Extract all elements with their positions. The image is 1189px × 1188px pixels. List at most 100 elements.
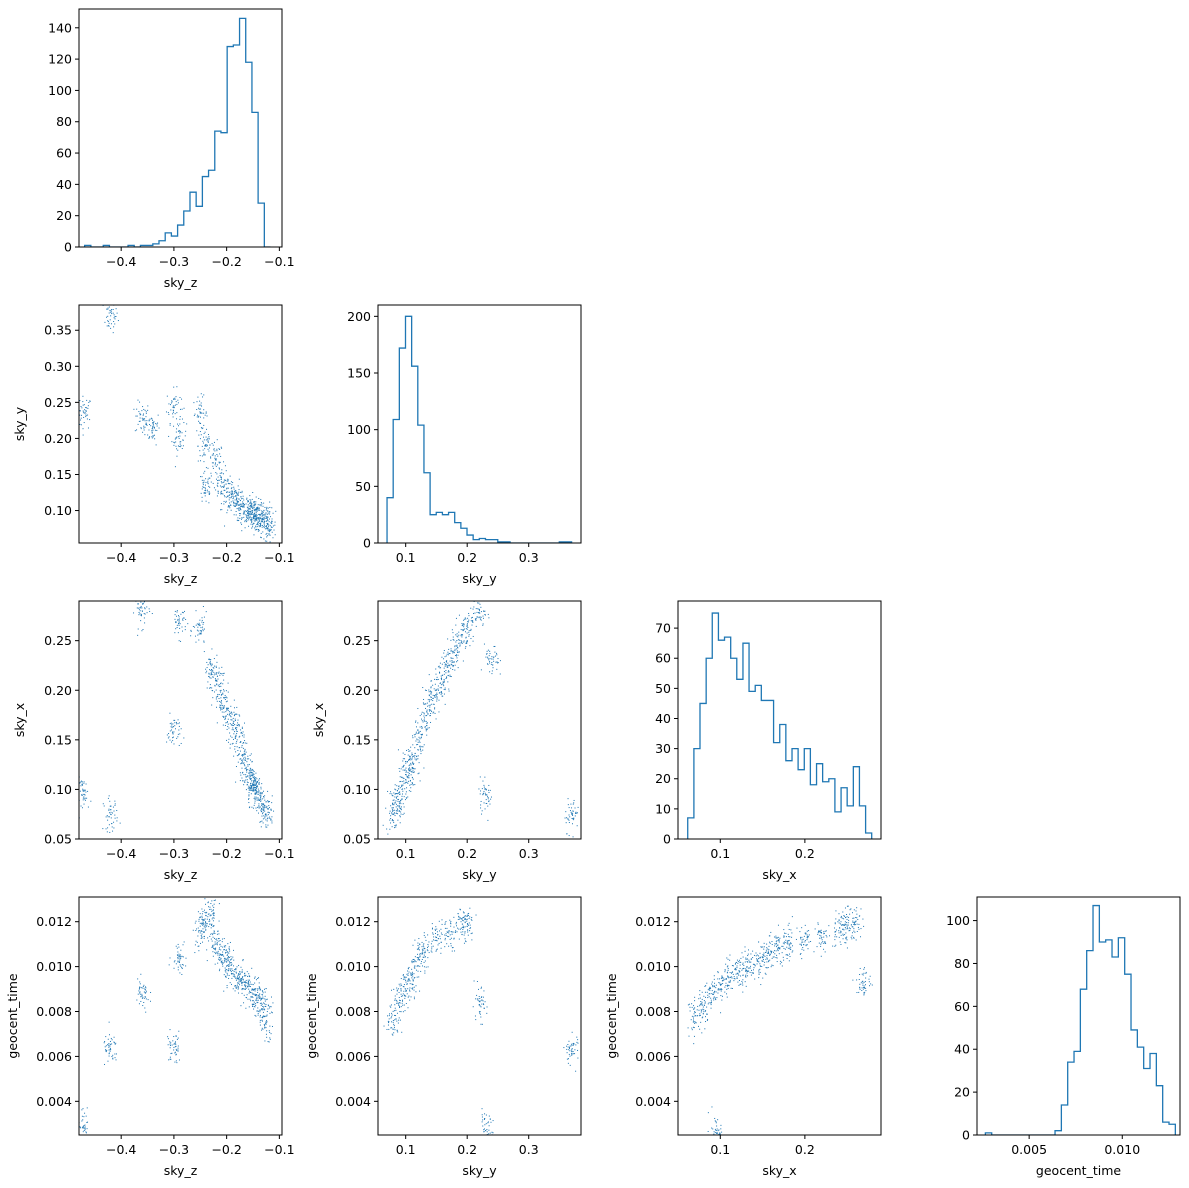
scatter-point xyxy=(204,470,206,472)
scatter-point xyxy=(260,998,262,1000)
y-tick-label: 60 xyxy=(56,146,72,161)
scatter-point xyxy=(493,646,495,648)
scatter-point xyxy=(207,482,209,484)
scatter-point xyxy=(762,977,764,979)
scatter-point xyxy=(426,702,428,704)
scatter-point xyxy=(244,753,246,755)
scatter-point xyxy=(201,917,203,919)
scatter-point xyxy=(229,747,231,749)
scatter-point xyxy=(569,1064,571,1066)
scatter-point xyxy=(240,1005,242,1007)
scatter-point xyxy=(106,308,108,310)
scatter-point xyxy=(472,1006,474,1008)
scatter-point xyxy=(156,429,158,431)
scatter-point xyxy=(261,513,263,515)
scatter-point xyxy=(484,1146,485,1147)
scatter-point xyxy=(235,492,237,494)
scatter-point xyxy=(463,641,465,643)
scatter-point xyxy=(226,487,228,489)
scatter-point xyxy=(418,731,420,733)
scatter-point xyxy=(201,915,203,917)
scatter-point xyxy=(144,434,146,436)
scatter-point xyxy=(250,780,252,782)
scatter-point xyxy=(423,703,425,705)
y-tick-label: 40 xyxy=(655,711,671,726)
scatter-point xyxy=(439,682,441,684)
scatter-point xyxy=(267,790,269,792)
scatter-point xyxy=(745,976,747,978)
scatter-point xyxy=(233,738,235,740)
scatter-point xyxy=(468,612,470,614)
scatter-point xyxy=(253,509,255,511)
scatter-point xyxy=(408,780,410,782)
scatter-point xyxy=(211,946,213,948)
scatter-point xyxy=(108,816,110,818)
scatter-point xyxy=(232,721,234,723)
scatter-point xyxy=(573,799,575,801)
scatter-point xyxy=(440,684,442,686)
scatter-point xyxy=(251,512,253,514)
scatter-point xyxy=(85,416,87,418)
scatter-point xyxy=(430,943,432,945)
scatter-point xyxy=(461,623,463,625)
scatter-point xyxy=(245,758,247,760)
scatter-point xyxy=(256,782,258,784)
scatter-point xyxy=(265,1023,267,1025)
scatter-point xyxy=(151,613,153,615)
scatter-point xyxy=(748,970,750,972)
scatter-point xyxy=(241,731,243,733)
scatter-point xyxy=(704,1016,706,1018)
scatter-point xyxy=(148,419,150,421)
scatter-point xyxy=(440,675,442,677)
scatter-point xyxy=(433,703,435,705)
scatter-point xyxy=(158,427,160,429)
scatter-point xyxy=(478,988,480,990)
scatter-point xyxy=(171,401,173,403)
scatter-point xyxy=(202,931,204,933)
scatter-point xyxy=(238,725,240,727)
scatter-point xyxy=(406,787,408,789)
scatter-point xyxy=(217,693,219,695)
scatter-point xyxy=(452,665,454,667)
scatter-point xyxy=(466,918,468,920)
scatter-point xyxy=(109,1048,111,1050)
scatter-point xyxy=(179,441,181,443)
scatter-point xyxy=(249,516,251,518)
scatter-point xyxy=(424,726,426,728)
scatter-point xyxy=(571,1048,573,1050)
scatter-point xyxy=(469,930,471,932)
scatter-point xyxy=(208,447,210,449)
scatter-point xyxy=(248,794,250,796)
scatter-point xyxy=(141,610,143,612)
scatter-point xyxy=(247,985,249,987)
scatter-point xyxy=(387,1024,389,1026)
scatter-point xyxy=(218,479,220,481)
scatter-point xyxy=(418,958,420,960)
scatter-point xyxy=(259,523,261,525)
scatter-point xyxy=(219,448,221,450)
scatter-point xyxy=(236,501,238,503)
scatter-point xyxy=(176,723,178,725)
scatter-point xyxy=(243,510,245,512)
scatter-point xyxy=(226,491,228,493)
scatter-point xyxy=(271,816,273,818)
scatter-point xyxy=(720,995,722,997)
scatter-point xyxy=(252,769,254,771)
scatter-point xyxy=(270,1033,272,1035)
scatter-point xyxy=(114,318,116,320)
scatter-point xyxy=(271,802,273,804)
scatter-point xyxy=(471,919,473,921)
scatter-point xyxy=(404,770,406,772)
y-tick-label: 100 xyxy=(347,422,371,437)
scatter-point xyxy=(254,1006,256,1008)
scatter-point xyxy=(241,777,243,779)
scatter-point xyxy=(566,833,568,835)
scatter-point xyxy=(476,998,478,1000)
scatter-point xyxy=(407,771,409,773)
scatter-point xyxy=(747,975,749,977)
scatter-point xyxy=(395,796,397,798)
scatter-point xyxy=(203,492,205,494)
scatter-point xyxy=(399,805,401,807)
scatter-point xyxy=(231,983,233,985)
scatter-point xyxy=(267,814,269,816)
